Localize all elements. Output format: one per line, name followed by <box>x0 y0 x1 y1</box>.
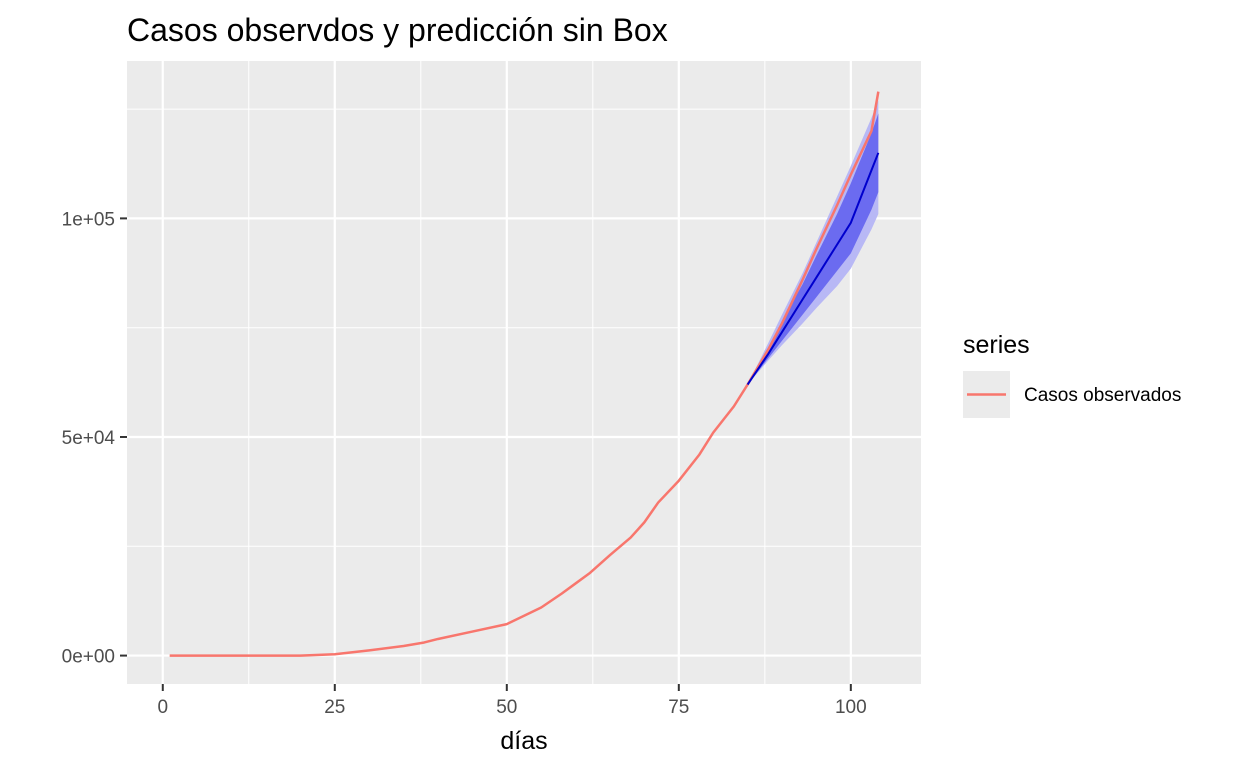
x-tick-label: 100 <box>835 697 867 718</box>
x-tick-label: 25 <box>324 697 345 718</box>
plot-panel <box>127 61 921 684</box>
chart-title: Casos observdos y predicción sin Box <box>127 12 668 48</box>
series-lines <box>169 91 880 657</box>
grid-major <box>127 61 921 684</box>
forecast-bands <box>747 100 879 385</box>
y-tick-label: 0e+00 <box>62 647 115 668</box>
x-tick-label: 50 <box>496 697 517 718</box>
y-tick-label: 5e+04 <box>62 428 116 449</box>
grid-minor <box>127 61 921 684</box>
x-tick-label: 75 <box>668 697 689 718</box>
y-tick-label: 1e+05 <box>62 209 115 230</box>
legend-label-observed: Casos observados <box>1024 385 1181 406</box>
x-axis-title: días <box>500 727 547 755</box>
y-axis: 0e+00 5e+04 1e+05 <box>62 209 127 668</box>
forecast-band-80 <box>747 113 879 385</box>
x-tick-label: 0 <box>157 697 168 718</box>
forecast-mean-line <box>746 152 880 386</box>
observed-cases-line <box>169 91 880 657</box>
legend-title: series <box>963 331 1030 359</box>
legend: series Casos observados <box>963 331 1181 418</box>
x-axis: 0 25 50 75 100 <box>157 684 867 718</box>
